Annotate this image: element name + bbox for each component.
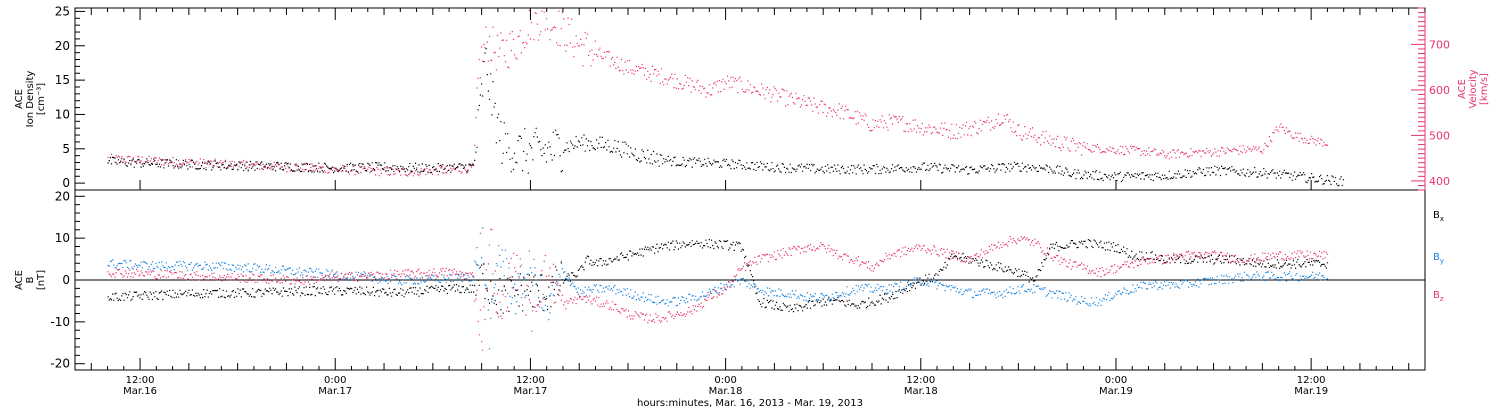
x-tick-time-label: 0:00	[324, 375, 346, 386]
bottom-tick-label: 20	[55, 189, 70, 203]
legend-by: By	[1433, 252, 1444, 265]
x-tick-date-label: Mar.18	[709, 386, 743, 397]
legend-bx: Bx	[1433, 210, 1444, 223]
magnetic-field-axis-label-2: [nT]	[36, 270, 47, 290]
velocity-points	[107, 8, 1329, 177]
magnetic-field-axis-label-0: ACE	[14, 270, 25, 290]
top-left-tick-label: 25	[55, 4, 70, 18]
x-tick-time-label: 12:00	[126, 375, 155, 386]
velocity-axis-label-2: [km/s]	[1479, 73, 1490, 105]
ion-density-axis-label-1: Ion Density	[25, 71, 36, 128]
top-left-tick-label: 10	[55, 107, 70, 121]
top-left-tick-label: 15	[55, 73, 70, 87]
x-tick-time-label: 12:00	[516, 375, 545, 386]
ion-density-points	[107, 48, 1345, 187]
x-tick-date-label: Mar.19	[1294, 386, 1328, 397]
magnetic-field-axis-label-1: B	[25, 276, 36, 283]
bx-points	[107, 239, 1329, 314]
ion-density-axis-label-2: [cm⁻³]	[36, 83, 47, 115]
x-tick-date-label: Mar.16	[123, 386, 157, 397]
x-tick-date-label: Mar.17	[513, 386, 547, 397]
top-right-tick-label: 700	[1429, 38, 1450, 51]
plot-frame	[74, 7, 1426, 371]
x-tick-date-label: Mar.18	[904, 386, 938, 397]
by-series	[107, 227, 1329, 350]
top-left-tick-label: 5	[62, 142, 70, 156]
velocity-series	[107, 8, 1329, 177]
top-right-tick-label: 500	[1429, 129, 1450, 142]
x-tick-time-label: 0:00	[714, 375, 736, 386]
ion-density-series	[107, 48, 1345, 187]
top-left-tick-label: 0	[62, 176, 70, 190]
x-axis-title: hours:minutes, Mar. 16, 2013 - Mar. 19, …	[637, 398, 863, 409]
bottom-tick-label: -20	[50, 357, 70, 371]
x-tick-date-label: Mar.19	[1099, 386, 1133, 397]
bottom-tick-label: -10	[50, 315, 70, 329]
bottom-panel-data	[107, 227, 1329, 351]
x-tick-date-label: Mar.17	[318, 386, 352, 397]
x-tick-time-label: 0:00	[1105, 375, 1127, 386]
velocity-axis-label-1: Velocity	[1468, 69, 1479, 108]
bx-series	[107, 239, 1329, 314]
by-points	[107, 227, 1329, 350]
bottom-tick-label: 10	[55, 231, 70, 245]
x-tick-time-label: 12:00	[1297, 375, 1326, 386]
bottom-tick-label: 0	[62, 273, 70, 287]
velocity-axis-label-0: ACE	[1457, 79, 1468, 99]
top-panel-data	[107, 8, 1345, 187]
legend-bz: Bz	[1433, 290, 1444, 303]
top-right-tick-label: 400	[1429, 175, 1450, 188]
top-left-tick-label: 20	[55, 39, 70, 53]
x-tick-time-label: 12:00	[906, 375, 935, 386]
ion-density-axis-label-0: ACE	[14, 89, 25, 109]
top-right-tick-label: 600	[1429, 84, 1450, 97]
